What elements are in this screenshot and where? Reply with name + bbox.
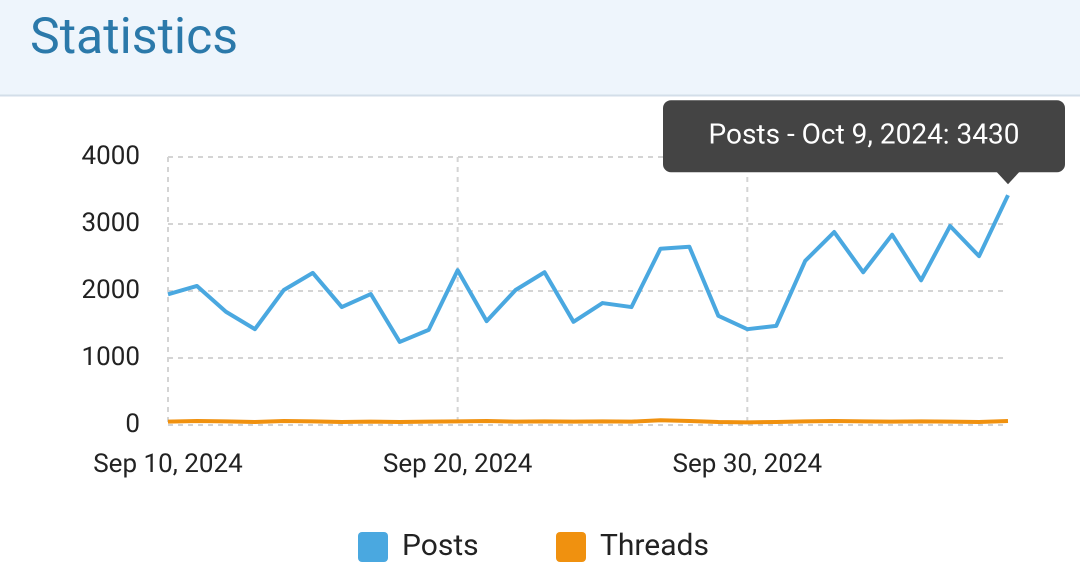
legend-swatch xyxy=(358,532,388,562)
tooltip-text: Posts - Oct 9, 2024: 3430 xyxy=(709,118,1020,151)
x-tick-label: Sep 20, 2024 xyxy=(383,449,533,479)
y-tick-label: 2000 xyxy=(82,275,140,305)
legend-swatch xyxy=(556,532,586,562)
y-tick-label: 4000 xyxy=(82,141,140,171)
x-tick-label: Sep 10, 2024 xyxy=(93,449,243,479)
tooltip-box xyxy=(663,100,1065,173)
series-line xyxy=(167,418,1009,425)
y-tick-label: 0 xyxy=(125,409,140,439)
legend-label: Posts xyxy=(402,528,479,563)
series-line xyxy=(167,194,1010,344)
y-tick-label: 1000 xyxy=(82,342,140,372)
x-tick-label: Sep 30, 2024 xyxy=(673,449,823,479)
y-tick-label: 3000 xyxy=(82,208,140,238)
header-background xyxy=(0,0,1080,95)
tooltip-pointer xyxy=(996,171,1020,185)
legend-label: Threads xyxy=(600,528,709,563)
chart-title: Statistics xyxy=(30,8,238,66)
